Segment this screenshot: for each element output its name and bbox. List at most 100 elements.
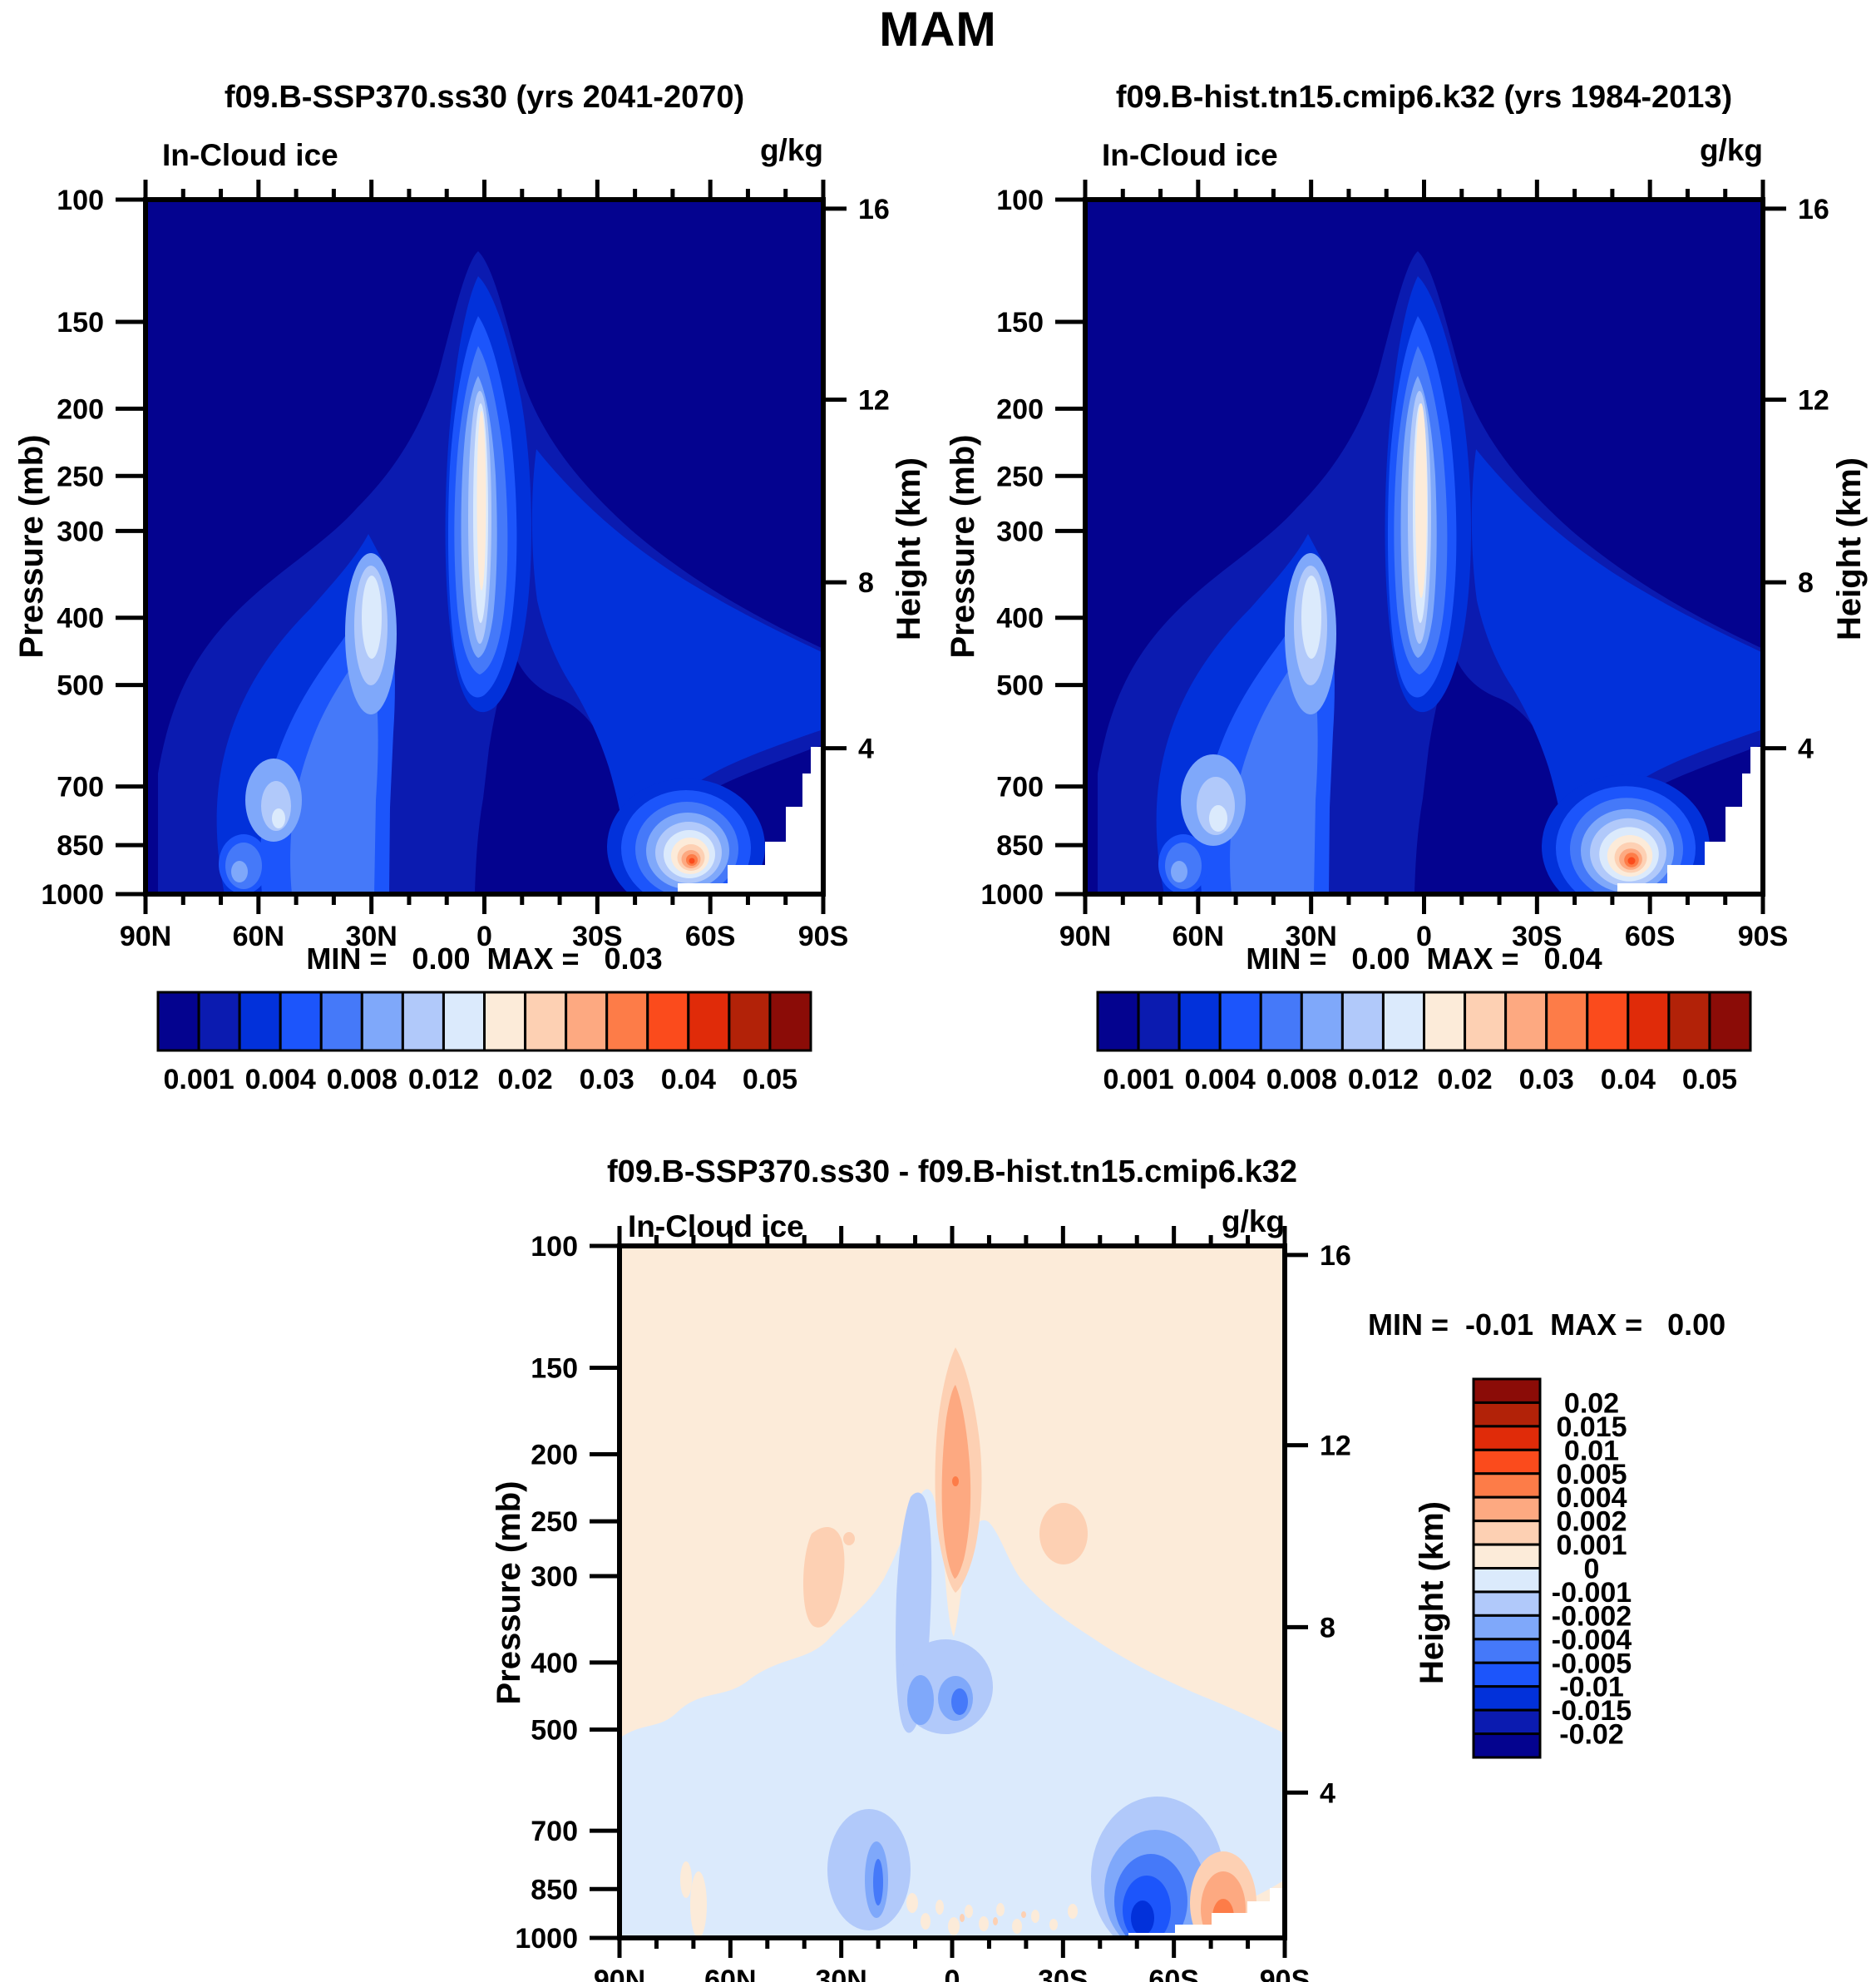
colorbar-cell bbox=[197, 991, 241, 1052]
height-tick-label: 12 bbox=[858, 384, 890, 416]
colorbar-cell bbox=[646, 991, 690, 1052]
pressure-tick-label: 100 bbox=[531, 1231, 578, 1263]
panel-a-height-axis-title: Height (km) bbox=[891, 457, 927, 640]
colorbar-cell bbox=[442, 991, 486, 1052]
latitude-tick-label: 90S bbox=[1738, 921, 1789, 952]
panel-b-title: f09.B-hist.tn15.cmip6.k32 (yrs 1984-2013… bbox=[1115, 80, 1733, 115]
latitude-tick-label: 90S bbox=[1260, 1965, 1311, 1982]
pressure-tick-label: 200 bbox=[996, 393, 1044, 425]
diff-colorbar-label: 0.004 bbox=[1556, 1482, 1627, 1514]
colorbar-cell bbox=[1096, 991, 1140, 1052]
diff-colorbar-label: 0.005 bbox=[1556, 1459, 1627, 1490]
colorbar-cell bbox=[1472, 1567, 1542, 1594]
colorbar-label: 0.02 bbox=[1437, 1064, 1492, 1095]
pressure-tick-label: 500 bbox=[996, 670, 1044, 702]
colorbar-label: 0.008 bbox=[1266, 1064, 1337, 1095]
height-tick-label: 4 bbox=[858, 734, 874, 765]
pressure-tick-label: 850 bbox=[996, 830, 1044, 862]
colorbar-label: 0.05 bbox=[743, 1064, 797, 1095]
colorbar-cell bbox=[1472, 1520, 1542, 1546]
colorbar-cell bbox=[1472, 1401, 1542, 1428]
colorbar-label: 0.02 bbox=[497, 1064, 552, 1095]
pressure-tick-label: 100 bbox=[57, 185, 104, 216]
height-tick-label: 4 bbox=[1320, 1777, 1335, 1809]
colorbar-cell bbox=[1586, 991, 1630, 1052]
colorbar-cell bbox=[1545, 991, 1589, 1052]
latitude-tick-label: 60S bbox=[1625, 921, 1676, 952]
height-tick-label: 8 bbox=[858, 567, 874, 599]
colorbar-label: 0.012 bbox=[1348, 1064, 1419, 1095]
latitude-tick-label: 30S bbox=[1512, 921, 1563, 952]
pressure-tick-label: 250 bbox=[57, 461, 104, 492]
panel-a-variable-label: In-Cloud ice bbox=[162, 138, 338, 172]
pressure-tick-label: 400 bbox=[996, 603, 1044, 635]
colorbar-cell bbox=[401, 991, 445, 1052]
colorbar-cell bbox=[1472, 1425, 1542, 1451]
diff-colorbar-label: 0.01 bbox=[1564, 1435, 1619, 1466]
panel-diff-units-label: g/kg bbox=[1221, 1204, 1285, 1238]
pressure-tick-label: 400 bbox=[531, 1648, 578, 1679]
latitude-tick-label: 90N bbox=[120, 921, 171, 952]
panel-a-units-label: g/kg bbox=[759, 133, 823, 167]
colorbar-cell bbox=[1177, 991, 1222, 1052]
colorbar-label: 0.04 bbox=[661, 1064, 716, 1095]
colorbar-label: 0.012 bbox=[408, 1064, 479, 1095]
diff-colorbar-label: 0.015 bbox=[1556, 1411, 1627, 1443]
colorbar-label: 0.03 bbox=[1519, 1064, 1574, 1095]
colorbar-cell bbox=[1472, 1495, 1542, 1523]
diff-colorbar-label: -0.02 bbox=[1559, 1719, 1624, 1751]
colorbar-cell bbox=[1472, 1448, 1542, 1475]
colorbar-vertical: 0.020.0150.010.0050.0040.0020.0010-0.001… bbox=[1472, 1377, 1632, 1759]
colorbar-cell bbox=[728, 991, 772, 1052]
axis-ticks bbox=[116, 180, 847, 914]
colorbar-cell bbox=[1472, 1590, 1542, 1617]
colorbar-cell bbox=[1464, 991, 1508, 1052]
colorbar-cell bbox=[1340, 991, 1385, 1052]
colorbar-cell bbox=[279, 991, 323, 1052]
colorbar-cell bbox=[1300, 991, 1344, 1052]
colorbar-cell bbox=[1137, 991, 1181, 1052]
colorbar-cell bbox=[319, 991, 363, 1052]
colorbar-cell bbox=[524, 991, 568, 1052]
colorbar-label: 0.004 bbox=[245, 1064, 316, 1095]
pressure-tick-label: 700 bbox=[996, 772, 1044, 803]
pressure-tick-label: 400 bbox=[57, 603, 104, 635]
colorbar-cell bbox=[768, 991, 812, 1052]
colorbar-cell bbox=[238, 991, 282, 1052]
colorbar-cell bbox=[156, 991, 200, 1052]
colorbar-cell bbox=[1627, 991, 1671, 1052]
height-tick-label: 16 bbox=[1320, 1240, 1351, 1272]
latitude-tick-label: 60N bbox=[1172, 921, 1224, 952]
pressure-tick-label: 200 bbox=[57, 393, 104, 425]
height-tick-label: 12 bbox=[1798, 384, 1829, 416]
colorbar-cell bbox=[1472, 1472, 1542, 1499]
panel-a-pressure-axis-title: Pressure (mb) bbox=[13, 434, 50, 659]
contour-plot-hist: 100 150 200 250 300 400 500 700 850 1000 16 12 8 4 90N… bbox=[980, 180, 1829, 952]
contour-field bbox=[620, 1246, 1285, 1938]
diff-colorbar-label: -0.004 bbox=[1552, 1624, 1632, 1656]
colorbar-label: 0.001 bbox=[164, 1064, 234, 1095]
pressure-tick-label: 700 bbox=[57, 772, 104, 803]
colorbar-cell bbox=[1218, 991, 1262, 1052]
panel-diff-title: f09.B-SSP370.ss30 - f09.B-hist.tn15.cmip… bbox=[606, 1154, 1298, 1189]
colorbar-cell bbox=[1472, 1661, 1542, 1688]
colorbar-label: 0.05 bbox=[1682, 1064, 1737, 1095]
height-tick-label: 8 bbox=[1798, 567, 1814, 599]
pressure-tick-label: 500 bbox=[531, 1715, 578, 1747]
pressure-tick-label: 200 bbox=[531, 1439, 578, 1470]
colorbar-cell bbox=[1708, 991, 1752, 1052]
latitude-tick-label: 60S bbox=[1148, 1965, 1199, 1982]
panel-a-title: f09.B-SSP370.ss30 (yrs 2041-2070) bbox=[224, 80, 745, 115]
colorbar-cell bbox=[1472, 1377, 1542, 1404]
panel-diff-height-axis-title: Height (km) bbox=[1414, 1501, 1450, 1684]
colorbar-cell bbox=[1667, 991, 1711, 1052]
pressure-tick-label: 150 bbox=[531, 1353, 578, 1385]
latitude-tick-label: 30N bbox=[345, 921, 397, 952]
panel-diff-minmax: MIN = -0.01 MAX = 0.00 bbox=[1368, 1307, 1726, 1342]
pressure-tick-label: 700 bbox=[531, 1816, 578, 1847]
diff-colorbar-label: 0.001 bbox=[1556, 1530, 1627, 1561]
colorbar-cell bbox=[1472, 1685, 1542, 1712]
panel-b-variable-label: In-Cloud ice bbox=[1102, 138, 1278, 172]
colorbar-cell bbox=[687, 991, 731, 1052]
colorbar-cell bbox=[1423, 991, 1467, 1052]
